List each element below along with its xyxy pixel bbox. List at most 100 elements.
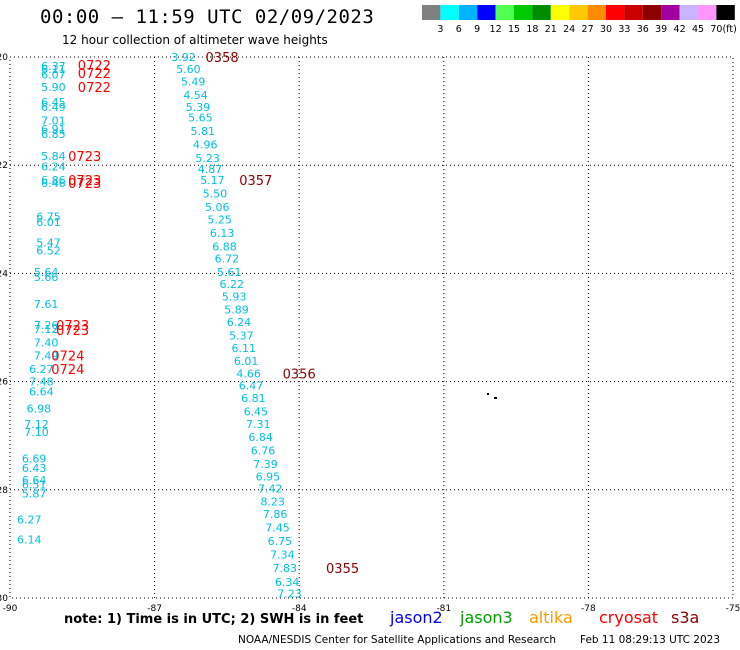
y-tick-label: -28 xyxy=(0,486,8,496)
swh-label: 7.26 xyxy=(34,319,59,332)
y-tick-label: -20 xyxy=(0,53,8,63)
swh-label: 4.96 xyxy=(193,139,218,152)
swh-label: 6.81 xyxy=(241,392,266,405)
x-tick-label: -81 xyxy=(436,604,451,614)
colorbar-label: 12 xyxy=(490,24,502,35)
swh-label: 7.40 xyxy=(34,337,59,350)
swh-label: 7.12 xyxy=(34,323,59,336)
swh-label: 7.23 xyxy=(277,588,302,601)
stray-mark xyxy=(487,393,489,395)
colorbar-swatch xyxy=(679,5,698,20)
colorbar-label: 70 xyxy=(710,24,722,35)
swh-label: 6.27 xyxy=(29,363,54,376)
swh-label: 7.49 xyxy=(34,350,59,363)
swh-label: 4.54 xyxy=(183,89,208,102)
swh-label: 7.12 xyxy=(24,418,49,431)
satellite-legend-cryosat: cryosat xyxy=(599,608,659,627)
swh-label: 6.24 xyxy=(227,316,252,329)
colorbar-swatch xyxy=(624,5,643,20)
colorbar-swatch xyxy=(661,5,680,20)
pass-time-label: 0724 xyxy=(51,350,84,365)
colorbar-label: 15 xyxy=(508,24,520,35)
swh-label: 6.85 xyxy=(41,128,66,141)
swh-label: 5.89 xyxy=(224,304,249,317)
swh-label: 6.75 xyxy=(268,535,293,548)
swh-label: 6.84 xyxy=(248,431,273,444)
swh-label: 5.66 xyxy=(34,271,59,284)
swh-label: 7.10 xyxy=(24,426,49,439)
swh-label: 6.46 xyxy=(41,177,66,190)
colorbar-label: 24 xyxy=(563,24,575,35)
colorbar-swatch xyxy=(514,5,533,20)
swh-label: 5.64 xyxy=(34,266,59,279)
pass-time-label: 0723 xyxy=(56,324,89,339)
colorbar-swatch xyxy=(495,5,514,20)
swh-label: 7.34 xyxy=(270,549,295,562)
swh-label: 7.48 xyxy=(29,376,54,389)
colorbar-label: 3 xyxy=(437,24,443,35)
pass-time-label: 0722 xyxy=(78,67,111,82)
pass-time-label: 0356 xyxy=(283,367,316,382)
swh-label: 6.01 xyxy=(36,216,61,229)
generated-timestamp: Feb 11 08:29:13 UTC 2023 xyxy=(580,634,720,646)
swh-label: 6.45 xyxy=(41,96,66,109)
swh-label: 5.23 xyxy=(195,152,220,165)
x-tick-label: -75 xyxy=(726,604,740,614)
swh-label: 6.86 xyxy=(41,174,66,187)
colorbar-label: 42 xyxy=(674,24,686,35)
swh-label: 6.43 xyxy=(22,462,47,475)
colorbar-label: 21 xyxy=(545,24,557,35)
swh-label: 7.31 xyxy=(246,418,271,431)
pass-time-label: 0722 xyxy=(78,81,111,96)
swh-label: 6.11 xyxy=(232,342,257,355)
swh-label: 5.37 xyxy=(229,330,254,343)
swh-label: 6.01 xyxy=(234,355,259,368)
x-tick-label: -87 xyxy=(147,604,162,614)
swh-label: 7.83 xyxy=(272,562,297,575)
colorbar-swatch xyxy=(587,5,606,20)
y-tick-label: -22 xyxy=(0,161,8,171)
swh-label: 7.01 xyxy=(41,114,66,127)
colorbar-label: 33 xyxy=(618,24,630,35)
swh-label: 6.22 xyxy=(219,278,244,291)
credit-line: NOAA/NESDIS Center for Satellite Applica… xyxy=(238,634,556,646)
pass-time-label: 0355 xyxy=(326,562,359,577)
colorbar-label: 39 xyxy=(655,24,667,35)
swh-label: 6.37 xyxy=(41,60,66,73)
swh-label: 6.07 xyxy=(41,68,66,81)
swh-label: 6.88 xyxy=(212,240,237,253)
swh-label: 7.45 xyxy=(265,522,290,535)
y-tick-label: -24 xyxy=(0,269,8,279)
swh-label: 5.49 xyxy=(181,75,206,88)
swh-label: 5.25 xyxy=(207,213,232,226)
stray-mark xyxy=(494,397,497,399)
swh-label: 6.13 xyxy=(210,227,235,240)
colorbar-label: 30 xyxy=(600,24,612,35)
pass-time-label: 0724 xyxy=(51,363,84,378)
swh-label: 7.42 xyxy=(258,483,283,496)
pass-time-label: 0723 xyxy=(56,319,89,334)
colorbar-label: 36 xyxy=(637,24,649,35)
swh-label: 4.87 xyxy=(198,163,223,176)
swh-label: 6.49 xyxy=(41,101,66,114)
swh-label: 6.14 xyxy=(17,534,42,547)
footnote: note: 1) Time is in UTC; 2) SWH is in fe… xyxy=(64,612,364,627)
swh-label: 7.39 xyxy=(253,458,278,471)
satellite-legend-jason3: jason3 xyxy=(460,608,513,627)
swh-label: 5.84 xyxy=(41,150,66,163)
swh-label: 5.65 xyxy=(188,112,213,125)
swh-label: 6.98 xyxy=(27,403,52,416)
swh-label: 4.66 xyxy=(236,367,261,380)
swh-label: 5.47 xyxy=(36,237,61,250)
colorbar-swatch xyxy=(569,5,588,20)
x-tick-label: -90 xyxy=(3,604,18,614)
swh-label: 6.76 xyxy=(251,444,276,457)
swh-label: 8.23 xyxy=(260,496,285,509)
swh-label: 5.39 xyxy=(186,101,211,114)
swh-label: 5.81 xyxy=(191,125,216,138)
x-tick-label: -84 xyxy=(292,604,307,614)
pass-time-label: 0722 xyxy=(78,59,111,74)
colorbar-swatch xyxy=(477,5,496,20)
colorbar-swatch xyxy=(716,5,735,20)
